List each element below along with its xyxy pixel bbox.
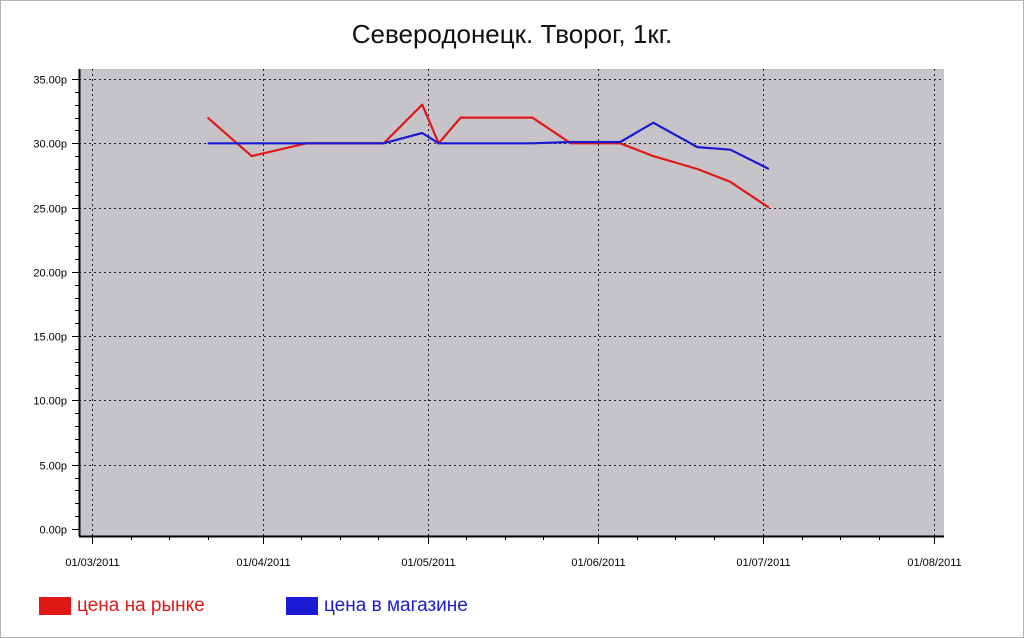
x-tick-label: 01/08/2011 — [907, 557, 961, 569]
axes: 0.00р 5.00р 10.00р 15.00р 20.00р 25.00р 30.00р… — [33, 69, 962, 569]
series-lines — [206, 103, 770, 209]
plot-area — [79, 69, 944, 536]
legend-item-market: цена на рынке — [39, 594, 205, 618]
x-tick-label: 01/03/2011 — [65, 557, 119, 569]
y-tick-label: 10.00р — [33, 396, 67, 408]
legend-swatch-market — [39, 597, 71, 615]
grid-lines — [79, 69, 944, 536]
y-tick-label: 15.00р — [33, 332, 67, 344]
y-tick-label: 25.00р — [33, 204, 67, 216]
legend-label-market: цена на рынке — [77, 595, 205, 616]
x-tick-label: 01/07/2011 — [736, 557, 790, 569]
legend-item-store: цена в магазине — [286, 594, 468, 618]
y-tick-label: 5.00р — [39, 461, 67, 473]
y-tick-label: 20.00р — [33, 268, 67, 280]
x-tick-label: 01/04/2011 — [236, 557, 290, 569]
x-tick-label: 01/05/2011 — [401, 557, 455, 569]
legend-label-store: цена в магазине — [324, 595, 468, 616]
chart-title: Северодонецк. Творог, 1кг. — [351, 19, 673, 49]
y-tick-label: 30.00р — [33, 139, 67, 151]
legend-swatch-store — [286, 597, 318, 615]
x-tick-label: 01/06/2011 — [571, 557, 625, 569]
y-tick-label: 0.00р — [39, 525, 67, 537]
y-tick-label: 35.00р — [33, 75, 67, 87]
series-line-store — [207, 121, 770, 170]
